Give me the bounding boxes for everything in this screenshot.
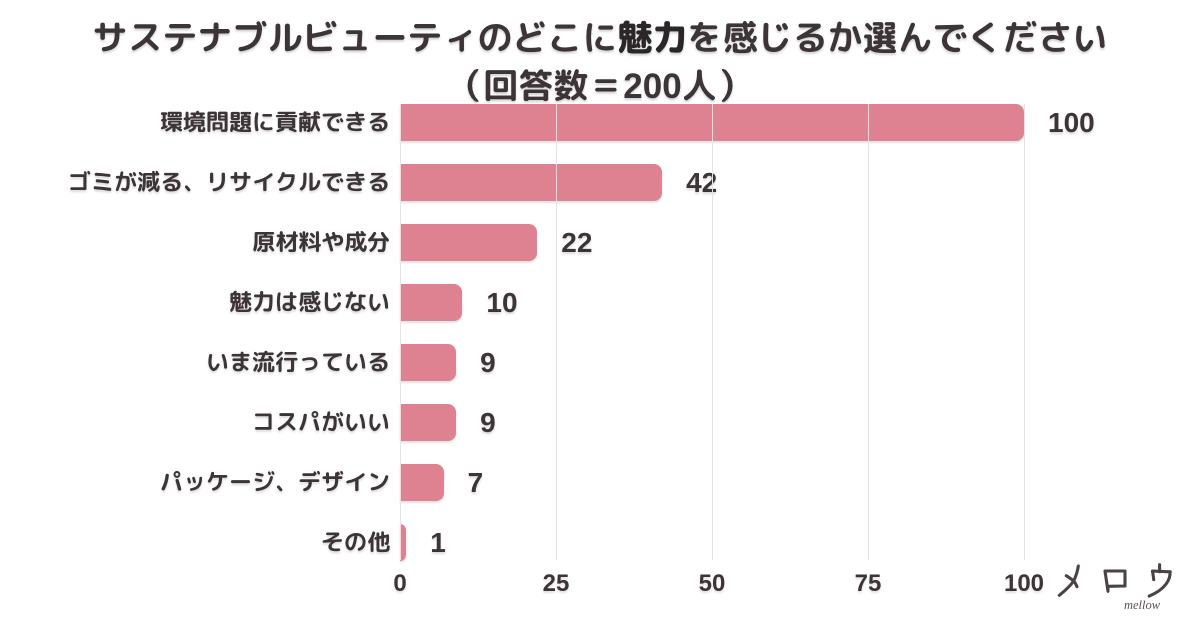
svg-text:mellow: mellow: [1124, 598, 1161, 612]
